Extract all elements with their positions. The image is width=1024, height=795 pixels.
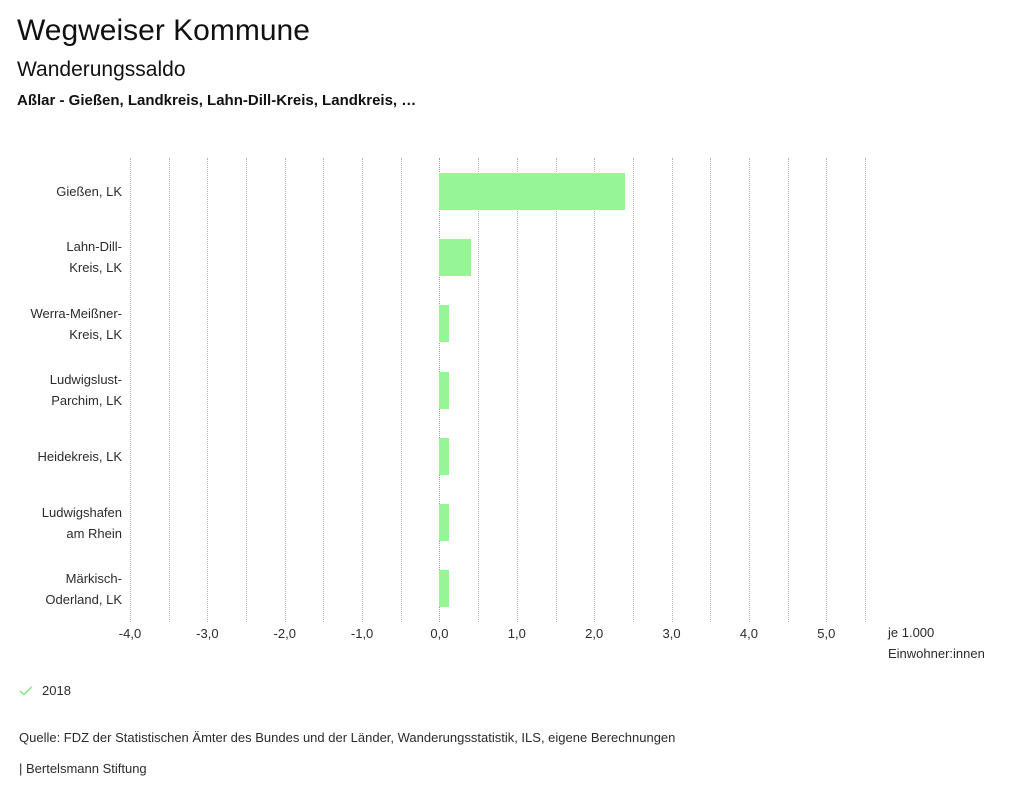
- y-axis-label: Heidekreis, LK: [37, 446, 122, 467]
- gridline: [710, 158, 712, 622]
- gridline: [555, 158, 557, 622]
- gridline: [516, 158, 518, 622]
- gridline: [865, 158, 866, 622]
- y-axis-label-line: Gießen, LK: [56, 183, 122, 199]
- x-tick-label: 4,0: [739, 626, 758, 641]
- gridline: [826, 158, 828, 622]
- axis-unit-line-2: Einwohner:innen: [888, 646, 985, 661]
- gridline: [130, 158, 131, 622]
- gridline: [671, 158, 673, 622]
- y-axis-label-line: am Rhein: [66, 525, 122, 541]
- y-axis-label-line: Parchim, LK: [51, 393, 122, 408]
- x-tick-label: -1,0: [350, 626, 374, 641]
- y-axis-label: Ludwigslust- Parchim, LK: [50, 369, 122, 411]
- x-tick-label: -3,0: [196, 626, 219, 641]
- y-axis-label: Ludwigshafen am Rhein: [42, 502, 122, 544]
- x-tick-label: 1,0: [507, 626, 526, 641]
- chart-subtitle: Wanderungssaldo: [17, 58, 186, 81]
- x-tick-label: 2,0: [585, 626, 604, 641]
- y-axis-label-line: Kreis, LK: [69, 326, 122, 342]
- bar[interactable]: [439, 570, 449, 608]
- y-axis-label: Lahn-Dill- Kreis, LK: [66, 236, 122, 278]
- x-tick-label: 3,0: [662, 626, 681, 641]
- gridline: [594, 158, 596, 622]
- bar[interactable]: [439, 504, 449, 542]
- check-icon: [19, 684, 33, 698]
- gridline: [323, 158, 325, 622]
- gridline: [748, 158, 750, 622]
- axis-unit-label: je 1.000 Einwohner:innen: [888, 622, 985, 664]
- plot-area: Gießen, LK Lahn-Dill- Kreis, LK Werra-Meißn…: [31, 158, 866, 641]
- x-tick-label: -2,0: [273, 626, 296, 641]
- gridline: [246, 158, 248, 622]
- axis-unit-line-1: je 1.000: [888, 625, 935, 640]
- gridline: [478, 158, 480, 622]
- y-axis-label-line: Lahn-Dill-: [66, 239, 122, 255]
- y-axis-label-line: Märkisch-: [65, 570, 122, 586]
- x-tick-label: -4,0: [118, 626, 142, 641]
- gridline: [362, 158, 364, 622]
- publisher-text: | Bertelsmann Stiftung: [19, 761, 147, 776]
- x-tick-label: 5,0: [817, 626, 836, 641]
- y-axis-label-line: Werra-Meißner-: [30, 305, 123, 321]
- bar[interactable]: [439, 371, 449, 409]
- chart-legend[interactable]: 2018: [19, 683, 71, 698]
- y-axis-label-line: Kreis, LK: [69, 260, 122, 276]
- chart-header: Wegweiser Kommune Wanderungssaldo Aßlar …: [17, 14, 997, 110]
- gridline: [787, 158, 789, 622]
- source-text: Quelle: FDZ der Statistischen Ämter des …: [19, 730, 676, 745]
- gridline: [168, 158, 170, 622]
- y-axis-label: Märkisch- Oderland, LK: [45, 568, 122, 610]
- x-tick-label: 0,0: [430, 626, 449, 641]
- gridline: [207, 158, 209, 622]
- y-axis-label: Werra-Meißner- Kreis, LK: [31, 303, 123, 345]
- bar[interactable]: [439, 437, 449, 475]
- y-axis-label: Gießen, LK: [56, 181, 122, 202]
- bar[interactable]: [439, 305, 449, 343]
- chart-footer: Quelle: FDZ der Statistischen Ämter des …: [19, 722, 999, 784]
- gridline: [632, 158, 634, 622]
- page-title: Wegweiser Kommune: [17, 14, 310, 47]
- y-axis-label-line: Ludwigslust-: [49, 372, 122, 387]
- gridline: [284, 158, 286, 622]
- bar[interactable]: [439, 172, 626, 210]
- gridline: [400, 158, 402, 622]
- legend-item-label: 2018: [42, 683, 71, 698]
- chart-description: Aßlar - Gießen, Landkreis, Lahn-Dill-Kre…: [17, 92, 417, 109]
- y-axis-label-line: Heidekreis, LK: [37, 448, 122, 464]
- y-axis-label-line: Oderland, LK: [45, 591, 122, 607]
- bar[interactable]: [439, 238, 472, 276]
- y-axis-label-line: Ludwigshafen: [41, 504, 122, 520]
